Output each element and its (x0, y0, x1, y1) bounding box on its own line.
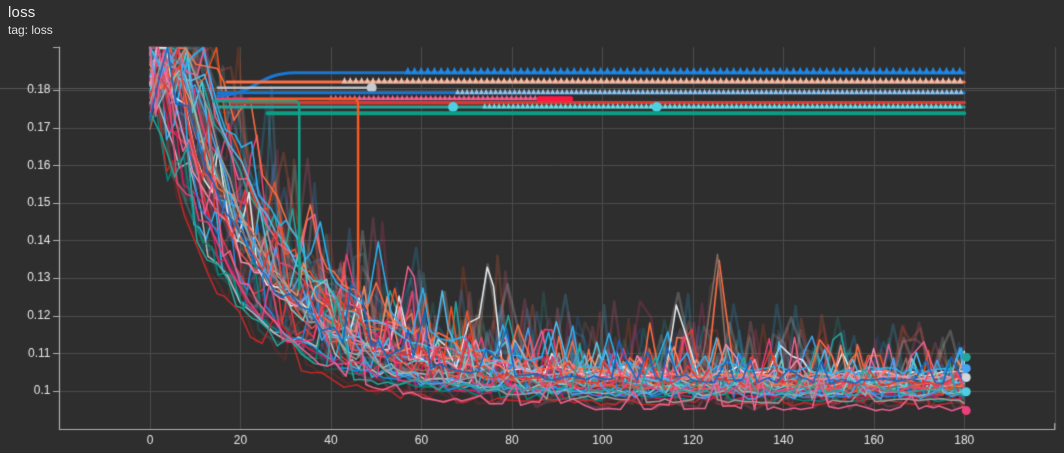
chart-title: loss (8, 4, 36, 21)
chart-subtitle: tag: loss (8, 23, 53, 37)
